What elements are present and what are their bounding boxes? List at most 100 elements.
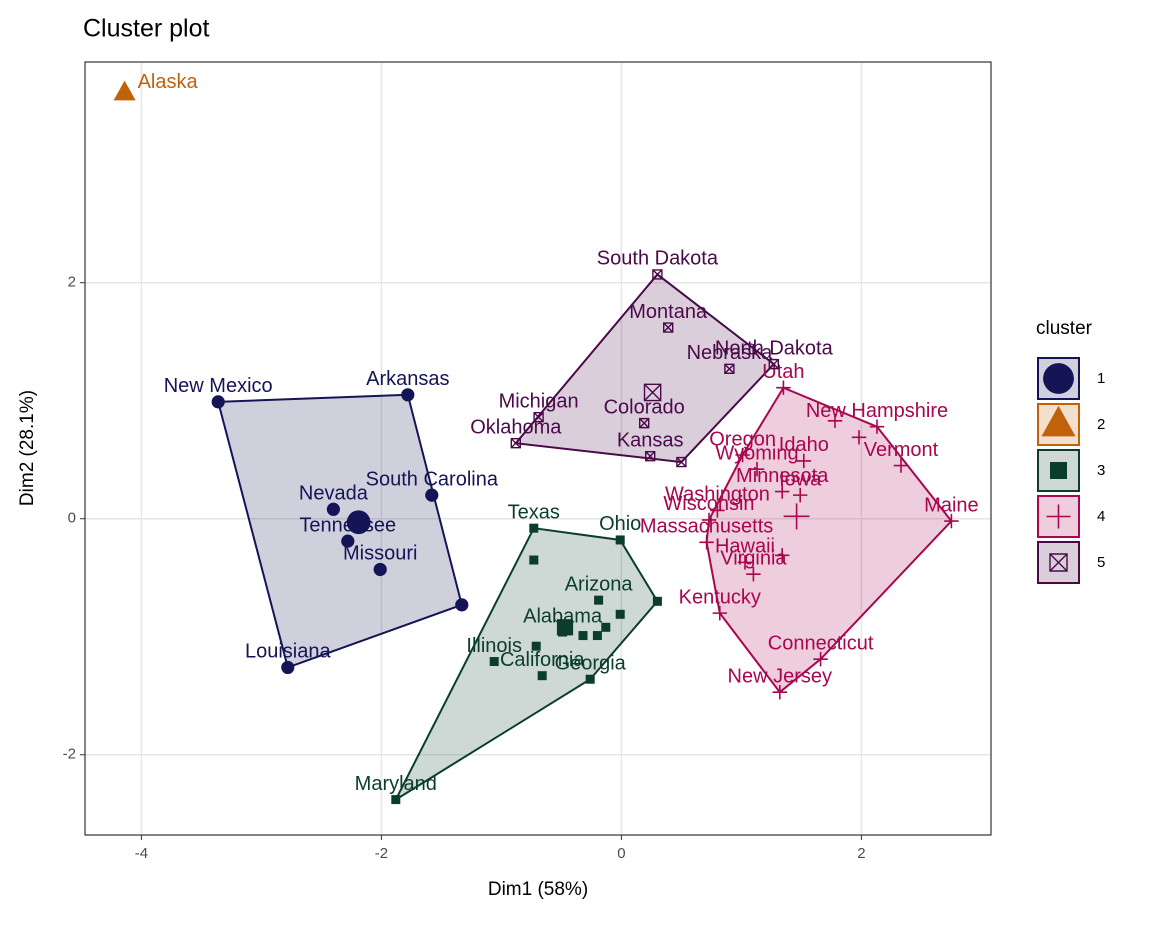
point xyxy=(533,412,544,423)
point xyxy=(827,413,843,428)
cluster-center xyxy=(346,510,371,535)
point-label: Colorado xyxy=(604,396,685,418)
cluster-hull xyxy=(705,386,953,694)
point-label: Louisiana xyxy=(245,641,332,663)
point xyxy=(615,609,625,619)
point xyxy=(601,622,611,632)
point-label: Hawaii xyxy=(715,536,775,558)
point-label: Ohio xyxy=(599,513,641,535)
point xyxy=(341,534,355,548)
point-label: South Dakota xyxy=(597,248,719,270)
legend-symbol xyxy=(1050,462,1067,479)
point-label: Texas xyxy=(508,501,560,523)
point xyxy=(710,503,725,518)
point xyxy=(489,657,499,667)
point xyxy=(615,535,625,545)
point xyxy=(594,595,604,605)
point xyxy=(768,358,779,370)
point xyxy=(724,363,735,375)
cluster-hull xyxy=(393,527,659,803)
point xyxy=(749,461,765,477)
point xyxy=(585,674,595,684)
cluster-center xyxy=(783,503,810,530)
legend-title: cluster xyxy=(1036,318,1093,339)
point xyxy=(529,555,539,565)
point-label: Nebraska xyxy=(687,342,773,364)
point-label: Missouri xyxy=(343,543,417,565)
y-tick-label: 2 xyxy=(68,274,76,291)
point-label: Kentucky xyxy=(679,586,761,608)
point xyxy=(537,671,547,681)
legend-label: 3 xyxy=(1097,462,1105,479)
point-label: Alaska xyxy=(138,71,199,93)
point xyxy=(425,488,439,502)
cluster-center xyxy=(556,619,574,636)
legend-symbol xyxy=(1043,363,1074,394)
point xyxy=(775,548,790,563)
point xyxy=(663,322,674,333)
point-label: Iowa xyxy=(779,468,822,490)
point-label: Idaho xyxy=(779,434,829,456)
point xyxy=(529,523,539,533)
legend-label: 5 xyxy=(1097,554,1105,571)
point xyxy=(813,651,828,667)
point-label: Wyoming xyxy=(715,442,798,464)
point xyxy=(645,450,656,462)
point xyxy=(281,660,295,675)
point xyxy=(592,631,602,641)
x-axis-label: Dim1 (58%) xyxy=(488,879,588,900)
point xyxy=(455,598,469,612)
point xyxy=(639,417,650,429)
point-label: California xyxy=(500,649,585,671)
point xyxy=(373,562,387,577)
point-label: Arizona xyxy=(565,573,634,595)
plot-border xyxy=(84,61,992,836)
point xyxy=(712,605,727,621)
point xyxy=(869,419,885,434)
point xyxy=(775,484,790,499)
point-label: Vermont xyxy=(864,439,939,461)
point xyxy=(652,596,662,606)
point-label: Utah xyxy=(762,361,804,383)
y-tick-label: -2 xyxy=(63,746,76,763)
legend-symbol xyxy=(1041,405,1076,437)
point-label: Maine xyxy=(924,494,978,516)
point xyxy=(676,456,687,468)
point xyxy=(893,458,909,473)
point xyxy=(746,566,761,582)
y-tick-label: 0 xyxy=(68,510,76,527)
point xyxy=(531,641,541,651)
point-label: New Hampshire xyxy=(806,400,948,422)
point-label: Connecticut xyxy=(768,632,874,654)
point-label: Washington xyxy=(665,484,770,506)
point xyxy=(944,513,959,529)
point-label: Alabama xyxy=(523,605,603,627)
point-label: Minnesota xyxy=(736,465,829,487)
x-tick-label: 0 xyxy=(617,845,625,862)
cluster-center xyxy=(643,383,662,402)
point-label: Massachusetts xyxy=(640,516,773,538)
point xyxy=(578,631,588,641)
point-label: Arkansas xyxy=(366,368,449,390)
point xyxy=(735,447,750,463)
point-label: New Mexico xyxy=(164,375,273,397)
point-label: North Dakota xyxy=(715,337,834,359)
point-label: Illinois xyxy=(466,635,522,657)
point xyxy=(793,487,808,503)
x-tick-label: -2 xyxy=(375,845,388,862)
point xyxy=(701,512,717,528)
point-label: Georgia xyxy=(555,653,627,675)
point xyxy=(211,395,225,409)
point-label: Oregon xyxy=(709,428,776,450)
point xyxy=(113,80,136,101)
point xyxy=(401,388,415,402)
point xyxy=(391,795,401,805)
point xyxy=(510,437,521,449)
point-label: Oklahoma xyxy=(470,416,562,438)
point-label: Michigan xyxy=(499,391,579,413)
point-label: South Carolina xyxy=(366,468,499,490)
point xyxy=(737,555,753,570)
y-axis-label: Dim2 (28.1%) xyxy=(17,390,38,506)
point xyxy=(776,380,791,395)
